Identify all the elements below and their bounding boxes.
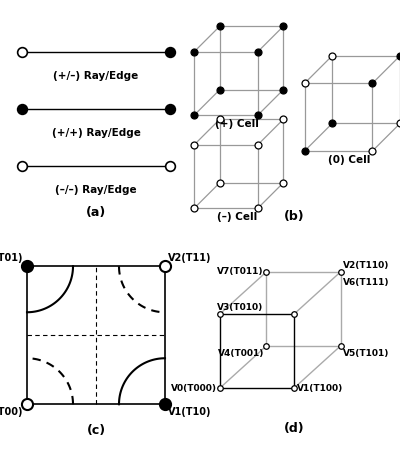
- Text: (c): (c): [86, 424, 106, 437]
- Text: V3(T010): V3(T010): [217, 303, 263, 312]
- Text: V4(T001): V4(T001): [218, 349, 264, 358]
- Text: (+/+) Ray/Edge: (+/+) Ray/Edge: [52, 128, 140, 138]
- Text: V1(T100): V1(T100): [297, 383, 344, 392]
- Text: V6(T111): V6(T111): [343, 278, 389, 287]
- Text: V1(T10): V1(T10): [168, 407, 212, 417]
- Text: V2(T110): V2(T110): [343, 261, 389, 270]
- Text: (+) Cell: (+) Cell: [215, 119, 259, 129]
- Text: V0(T00): V0(T00): [0, 407, 24, 417]
- Text: V3(T01): V3(T01): [0, 253, 24, 263]
- Text: (b): (b): [284, 210, 304, 223]
- Text: V0(T000): V0(T000): [171, 383, 217, 392]
- Text: (–/–) Ray/Edge: (–/–) Ray/Edge: [55, 185, 137, 195]
- Text: (a): (a): [86, 206, 106, 219]
- Text: V5(T101): V5(T101): [343, 349, 389, 358]
- Text: V7(T011): V7(T011): [217, 267, 263, 276]
- Text: (0) Cell: (0) Cell: [328, 155, 370, 165]
- Text: (d): (d): [284, 422, 304, 435]
- Text: (–) Cell: (–) Cell: [217, 212, 257, 222]
- Text: (+/–) Ray/Edge: (+/–) Ray/Edge: [53, 71, 139, 81]
- Text: V2(T11): V2(T11): [168, 253, 212, 263]
